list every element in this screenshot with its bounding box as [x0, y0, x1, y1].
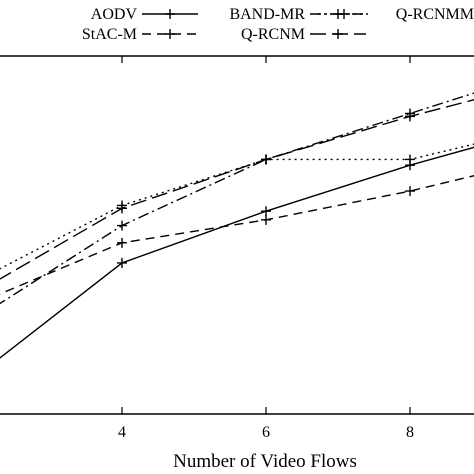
legend-label: StAC-M: [82, 26, 137, 43]
legend-marker: [165, 29, 175, 39]
legend-label: BAND-MR: [229, 6, 305, 23]
data-point: [117, 257, 127, 268]
legend-marker: [165, 9, 175, 19]
data-point: [405, 111, 415, 122]
series-group: [0, 92, 474, 359]
data-point: [261, 154, 271, 165]
legend: AODV BAND-MR Q-RCNMM StAC-M Q-RCNM: [82, 6, 474, 43]
data-point: [261, 206, 271, 217]
series-line-q-rcnm: [0, 99, 474, 280]
legend-label: AODV: [91, 6, 138, 23]
x-tick-label: 4: [118, 424, 126, 441]
series-line-q-rcnmm: [0, 143, 474, 270]
x-axis-ticks: 4 6 8: [118, 56, 414, 441]
legend-marker: [333, 29, 343, 39]
x-tick-label: 6: [262, 424, 270, 441]
series-line-stac-m: [0, 175, 474, 295]
data-point: [117, 200, 127, 211]
x-axis-label: Number of Video Flows: [173, 451, 357, 472]
x-tick-label: 8: [406, 424, 414, 441]
legend-label: Q-RCNM: [241, 26, 305, 43]
data-point: [117, 237, 127, 248]
data-point: [117, 220, 127, 231]
data-point: [405, 154, 415, 165]
series-line-aodv: [0, 146, 474, 359]
legend-label: Q-RCNMM: [396, 6, 474, 23]
data-point: [261, 214, 271, 225]
data-point: [405, 186, 415, 197]
legend-marker: [339, 9, 349, 19]
series-line-band-mr: [0, 92, 474, 305]
